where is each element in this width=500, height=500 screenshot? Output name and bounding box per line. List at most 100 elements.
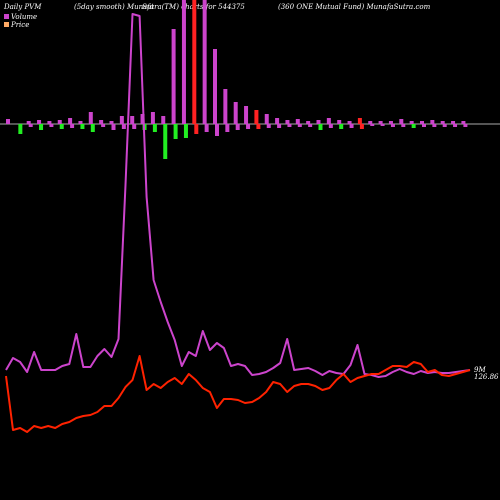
volume-bar-up-0 <box>6 119 10 124</box>
volume-bar-up-5 <box>57 120 62 124</box>
volume-bar-down-11 <box>121 124 126 129</box>
volume-bar-up-23 <box>244 106 249 124</box>
volume-bar-down-19 <box>204 124 209 132</box>
volume-bar-down-15 <box>163 124 168 159</box>
volume-bar-up-40 <box>420 121 424 124</box>
volume-bar-down-20 <box>215 124 219 136</box>
volume-bar-down-12 <box>132 124 137 129</box>
volume-bar-down-44 <box>463 124 468 127</box>
volume-bar-down-18 <box>194 124 199 134</box>
volume-bar-up-24 <box>254 110 259 124</box>
series-lines <box>5 13 471 433</box>
volume-bar-down-2 <box>28 124 33 127</box>
volume-bar-down-38 <box>401 124 406 127</box>
volume-bar-up-13 <box>140 114 145 124</box>
volume-bar-down-16 <box>173 124 178 139</box>
header-col2: (5day smooth) Munafa <box>74 3 154 11</box>
volume-end-label: 9M <box>474 366 486 374</box>
volume-bar-up-20 <box>213 49 217 124</box>
volume-bar-down-14 <box>152 124 157 132</box>
volume-bar-down-32 <box>339 124 344 129</box>
volume-bar-up-42 <box>440 121 445 124</box>
price-end-label: 126.86 <box>474 373 499 381</box>
volume-bar-up-39 <box>409 121 414 124</box>
volume-bar-up-14 <box>150 112 155 124</box>
volume-bar-up-36 <box>378 121 383 124</box>
volume-bar-up-32 <box>337 120 342 124</box>
volume-bar-up-18 <box>192 0 197 124</box>
volume-bar-up-37 <box>388 121 393 124</box>
volume-bar-down-34 <box>359 124 364 129</box>
volume-bar-up-7 <box>78 121 83 124</box>
volume-bar-up-25 <box>264 114 269 124</box>
volume-bar-down-8 <box>90 124 95 132</box>
volume-bar-down-30 <box>318 124 323 130</box>
volume-bar-down-17 <box>183 124 188 138</box>
volume-bar-up-44 <box>461 121 466 124</box>
volume-bar-down-3 <box>39 124 44 130</box>
volume-bar-down-10 <box>111 124 116 130</box>
volume-bar-up-16 <box>171 29 176 124</box>
volume-bar-down-23 <box>246 124 251 129</box>
volume-bar-up-30 <box>316 120 321 124</box>
header-left: Daily PVM <box>3 3 42 11</box>
volume-bar-down-37 <box>390 124 395 127</box>
volume-bar-up-19 <box>202 0 207 124</box>
volume-bar-up-38 <box>399 119 404 124</box>
header-col4: (360 ONE Mutual Fund) MunafaSutra.com <box>278 3 431 11</box>
volume-bar-up-11 <box>119 116 124 124</box>
volume-bar-up-27 <box>285 120 290 124</box>
volume-bar-up-8 <box>88 112 93 124</box>
volume-bar-up-28 <box>295 119 300 124</box>
volume-bar-up-21 <box>223 89 228 124</box>
volume-bar-down-5 <box>59 124 64 129</box>
volume-bar-up-15 <box>161 116 166 124</box>
volume-bar-down-40 <box>422 124 426 127</box>
volume-bar-up-6 <box>68 118 73 124</box>
price-line <box>5 355 471 433</box>
volume-bar-down-28 <box>297 124 302 127</box>
volume-bar-down-24 <box>256 124 261 129</box>
legend-volume-swatch <box>4 14 9 19</box>
volume-bars <box>6 0 468 159</box>
volume-bar-down-29 <box>308 124 313 127</box>
volume-bar-up-34 <box>357 118 362 124</box>
volume-bar-down-25 <box>266 124 271 128</box>
volume-bar-down-41 <box>432 124 437 127</box>
volume-bar-down-33 <box>349 124 354 128</box>
volume-bar-up-9 <box>99 120 104 124</box>
volume-bar-up-41 <box>430 120 435 124</box>
volume-bar-down-35 <box>370 124 375 126</box>
volume-bar-up-31 <box>326 118 331 124</box>
legend-price-swatch <box>4 22 9 27</box>
volume-bar-down-7 <box>80 124 85 129</box>
volume-bar-down-22 <box>235 124 240 130</box>
volume-bar-up-33 <box>347 121 352 124</box>
volume-bar-up-43 <box>451 121 456 124</box>
volume-bar-down-36 <box>380 124 385 126</box>
volume-bar-down-4 <box>49 124 54 127</box>
volume-bar-up-35 <box>368 121 373 124</box>
volume-bar-up-29 <box>306 121 311 124</box>
volume-bar-up-17 <box>181 0 186 124</box>
volume-bar-down-9 <box>101 124 106 127</box>
volume-bar-down-27 <box>287 124 292 127</box>
volume-bar-up-26 <box>275 118 280 124</box>
volume-bar-up-10 <box>109 121 114 124</box>
volume-bar-down-43 <box>453 124 458 127</box>
volume-bar-up-2 <box>26 121 31 124</box>
volume-bar-down-21 <box>225 124 230 132</box>
volume-bar-down-42 <box>442 124 447 127</box>
volume-bar-down-6 <box>70 124 75 128</box>
legend-volume-label: Volume <box>11 13 37 21</box>
volume-bar-up-12 <box>130 116 135 124</box>
volume-bar-down-31 <box>328 124 333 128</box>
volume-bar-down-26 <box>277 124 282 128</box>
volume-bar-down-39 <box>411 124 416 128</box>
volume-bar-up-4 <box>47 121 52 124</box>
volume-bar-up-3 <box>37 120 42 124</box>
legend-price-label: Price <box>10 21 29 29</box>
volume-bar-down-1 <box>18 124 23 134</box>
